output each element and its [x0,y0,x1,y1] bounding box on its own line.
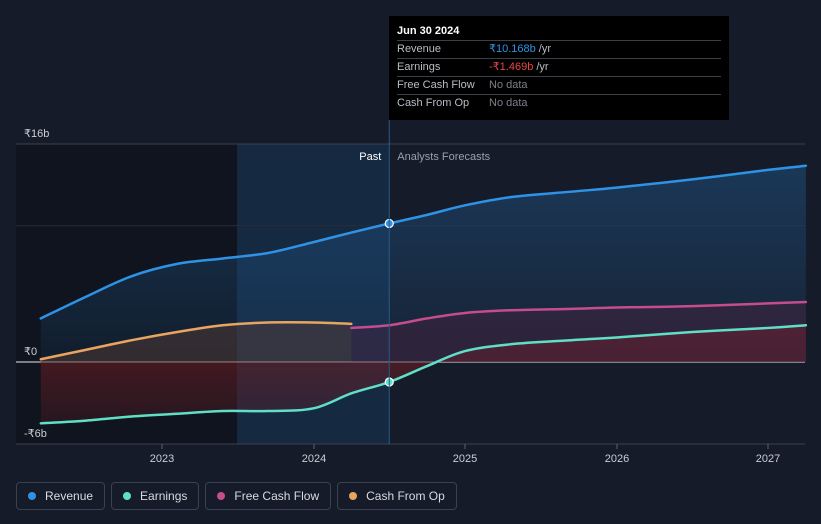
legend-label: Free Cash Flow [234,489,320,503]
x-tick-label: 2025 [453,453,477,465]
legend-item-free-cash-flow[interactable]: Free Cash Flow [205,482,332,510]
cash-from-op-line [39,320,353,361]
y-tick-label: -₹6b [24,428,47,440]
tooltip-row-label: Earnings [397,61,441,73]
legend-dot-icon [349,492,358,500]
earnings-area [40,325,806,424]
legend-item-cash-from-op[interactable]: Cash From Op [337,482,457,510]
legend-label: Cash From Op [366,489,445,503]
tooltip-row-value: No data [489,97,528,109]
tooltip-row-label: Free Cash Flow [397,79,475,91]
legend-label: Revenue [45,489,94,503]
tooltip-row-value: -₹1.469b [489,61,534,73]
x-tick-label: 2023 [150,453,174,465]
tooltip-row-value: ₹10.168b [489,43,536,55]
tooltip-row-unit: /yr [538,43,551,55]
tooltip-row-earnings: Earnings -₹1.469b/yr [397,59,721,77]
forecast-label: Analysts Forecasts [397,151,490,163]
tooltip-row-label: Cash From Op [397,97,470,109]
tooltip-row-free-cash-flow: Free Cash Flow No data [397,77,721,95]
x-tick-label: 2024 [302,453,326,465]
legend: Revenue Earnings Free Cash Flow Cash From O… [16,482,457,510]
free-cash-flow-area [351,302,806,362]
tooltip-row-revenue: Revenue ₹10.168b/yr [397,41,721,59]
x-tick-label: 2027 [756,453,780,465]
free-cash-flow-line [350,300,808,330]
legend-dot-icon [217,492,226,500]
y-tick-label: ₹0 [24,346,37,358]
past-label: Past [359,151,381,163]
cash-from-op-area [40,322,352,362]
tooltip: Jun 30 2024 Revenue ₹10.168b/yr Earnings -₹… [389,16,729,120]
revenue-area [40,165,806,362]
tooltip-row-label: Revenue [397,43,442,55]
legend-item-revenue[interactable]: Revenue [16,482,106,510]
tooltip-date: Jun 30 2024 [397,22,721,41]
x-tick-label: 2026 [605,453,629,465]
y-tick-label: ₹16b [24,128,49,140]
legend-item-earnings[interactable]: Earnings [111,482,200,510]
legend-dot-icon [123,492,132,500]
tooltip-row-value: No data [489,79,528,91]
tooltip-row-cash-from-op: Cash From Op No data [397,95,721,112]
legend-label: Earnings [140,489,188,503]
legend-dot-icon [28,492,36,500]
tooltip-row-unit: /yr [536,61,549,73]
